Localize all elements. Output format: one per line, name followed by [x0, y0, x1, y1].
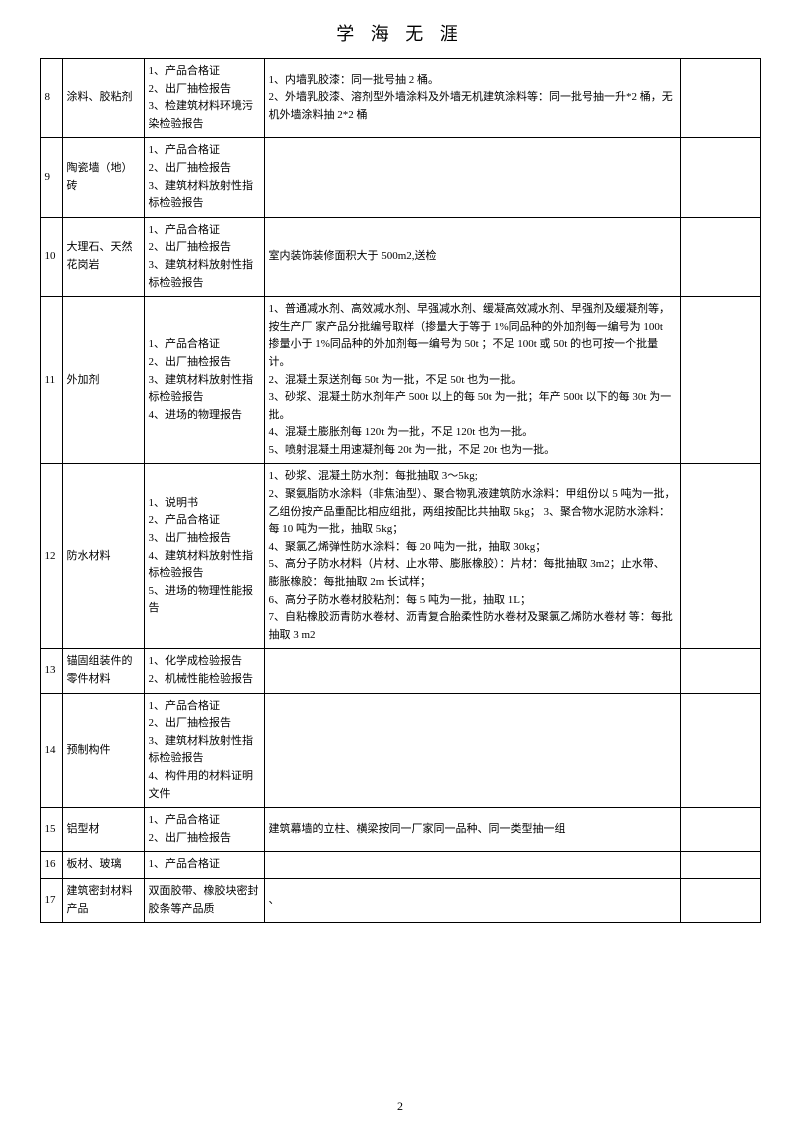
remark: [680, 878, 760, 922]
required-docs: 1、说明书 2、产品合格证 3、出厂抽检报告 4、建筑材料放射性指标检验报告 5…: [144, 464, 264, 649]
sampling-desc: 1、砂浆、混凝土防水剂：每批抽取 3～5kg; 2、聚氨脂防水涂料（非焦油型）、…: [264, 464, 680, 649]
table-row: 9陶瓷墙（地）砖1、产品合格证 2、出厂抽检报告 3、建筑材料放射性指标检验报告: [40, 138, 760, 217]
required-docs: 1、产品合格证 2、出厂抽检报告 3、建筑材料放射性指标检验报告: [144, 138, 264, 217]
remark: [680, 649, 760, 693]
required-docs: 1、化学成检验报告 2、机械性能检验报告: [144, 649, 264, 693]
remark: [680, 217, 760, 296]
required-docs: 1、产品合格证 2、出厂抽检报告 3、建筑材料放射性指标检验报告 4、构件用的材…: [144, 693, 264, 808]
table-row: 17建筑密封材料产品双面胶带、橡胶块密封胶条等产品质、: [40, 878, 760, 922]
row-index: 8: [40, 59, 62, 138]
materials-table: 8涂料、胶粘剂1、产品合格证 2、出厂抽检报告 3、检建筑材料环境污染检验报告1…: [40, 58, 761, 923]
required-docs: 1、产品合格证 2、出厂抽检报告: [144, 808, 264, 852]
row-index: 13: [40, 649, 62, 693]
material-name: 涂料、胶粘剂: [62, 59, 144, 138]
required-docs: 1、产品合格证 2、出厂抽检报告 3、建筑材料放射性指标检验报告 4、进场的物理…: [144, 297, 264, 464]
sampling-desc: 、: [264, 878, 680, 922]
table-row: 13锚固组装件的零件材料1、化学成检验报告 2、机械性能检验报告: [40, 649, 760, 693]
remark: [680, 59, 760, 138]
required-docs: 1、产品合格证 2、出厂抽检报告 3、建筑材料放射性指标检验报告: [144, 217, 264, 296]
sampling-desc: [264, 693, 680, 808]
sampling-desc: 室内装饰装修面积大于 500m2,送检: [264, 217, 680, 296]
sampling-desc: [264, 138, 680, 217]
row-index: 10: [40, 217, 62, 296]
material-name: 锚固组装件的零件材料: [62, 649, 144, 693]
table-row: 12防水材料1、说明书 2、产品合格证 3、出厂抽检报告 4、建筑材料放射性指标…: [40, 464, 760, 649]
row-index: 14: [40, 693, 62, 808]
material-name: 铝型材: [62, 808, 144, 852]
required-docs: 双面胶带、橡胶块密封胶条等产品质: [144, 878, 264, 922]
material-name: 大理石、天然花岗岩: [62, 217, 144, 296]
table-row: 15铝型材1、产品合格证 2、出厂抽检报告建筑幕墙的立柱、横梁按同一厂家同一品种…: [40, 808, 760, 852]
material-name: 预制构件: [62, 693, 144, 808]
row-index: 11: [40, 297, 62, 464]
sampling-desc: 1、普通减水剂、高效减水剂、早强减水剂、缓凝高效减水剂、早强剂及缓凝剂等，按生产…: [264, 297, 680, 464]
required-docs: 1、产品合格证 2、出厂抽检报告 3、检建筑材料环境污染检验报告: [144, 59, 264, 138]
material-name: 板材、玻璃: [62, 852, 144, 879]
page-number: 2: [0, 1099, 800, 1114]
remark: [680, 852, 760, 879]
remark: [680, 693, 760, 808]
table-row: 11外加剂1、产品合格证 2、出厂抽检报告 3、建筑材料放射性指标检验报告 4、…: [40, 297, 760, 464]
required-docs: 1、产品合格证: [144, 852, 264, 879]
page-title: 学 海 无 涯: [0, 0, 800, 58]
remark: [680, 464, 760, 649]
row-index: 16: [40, 852, 62, 879]
sampling-desc: [264, 852, 680, 879]
remark: [680, 808, 760, 852]
row-index: 12: [40, 464, 62, 649]
material-name: 外加剂: [62, 297, 144, 464]
table-row: 14预制构件1、产品合格证 2、出厂抽检报告 3、建筑材料放射性指标检验报告 4…: [40, 693, 760, 808]
material-name: 建筑密封材料产品: [62, 878, 144, 922]
sampling-desc: 建筑幕墙的立柱、横梁按同一厂家同一品种、同一类型抽一组: [264, 808, 680, 852]
remark: [680, 138, 760, 217]
row-index: 15: [40, 808, 62, 852]
row-index: 17: [40, 878, 62, 922]
material-name: 防水材料: [62, 464, 144, 649]
table-row: 16板材、玻璃1、产品合格证: [40, 852, 760, 879]
material-name: 陶瓷墙（地）砖: [62, 138, 144, 217]
table-row: 8涂料、胶粘剂1、产品合格证 2、出厂抽检报告 3、检建筑材料环境污染检验报告1…: [40, 59, 760, 138]
table-row: 10大理石、天然花岗岩1、产品合格证 2、出厂抽检报告 3、建筑材料放射性指标检…: [40, 217, 760, 296]
row-index: 9: [40, 138, 62, 217]
sampling-desc: 1、内墙乳胶漆：同一批号抽 2 桶。 2、外墙乳胶漆、溶剂型外墙涂料及外墙无机建…: [264, 59, 680, 138]
sampling-desc: [264, 649, 680, 693]
remark: [680, 297, 760, 464]
